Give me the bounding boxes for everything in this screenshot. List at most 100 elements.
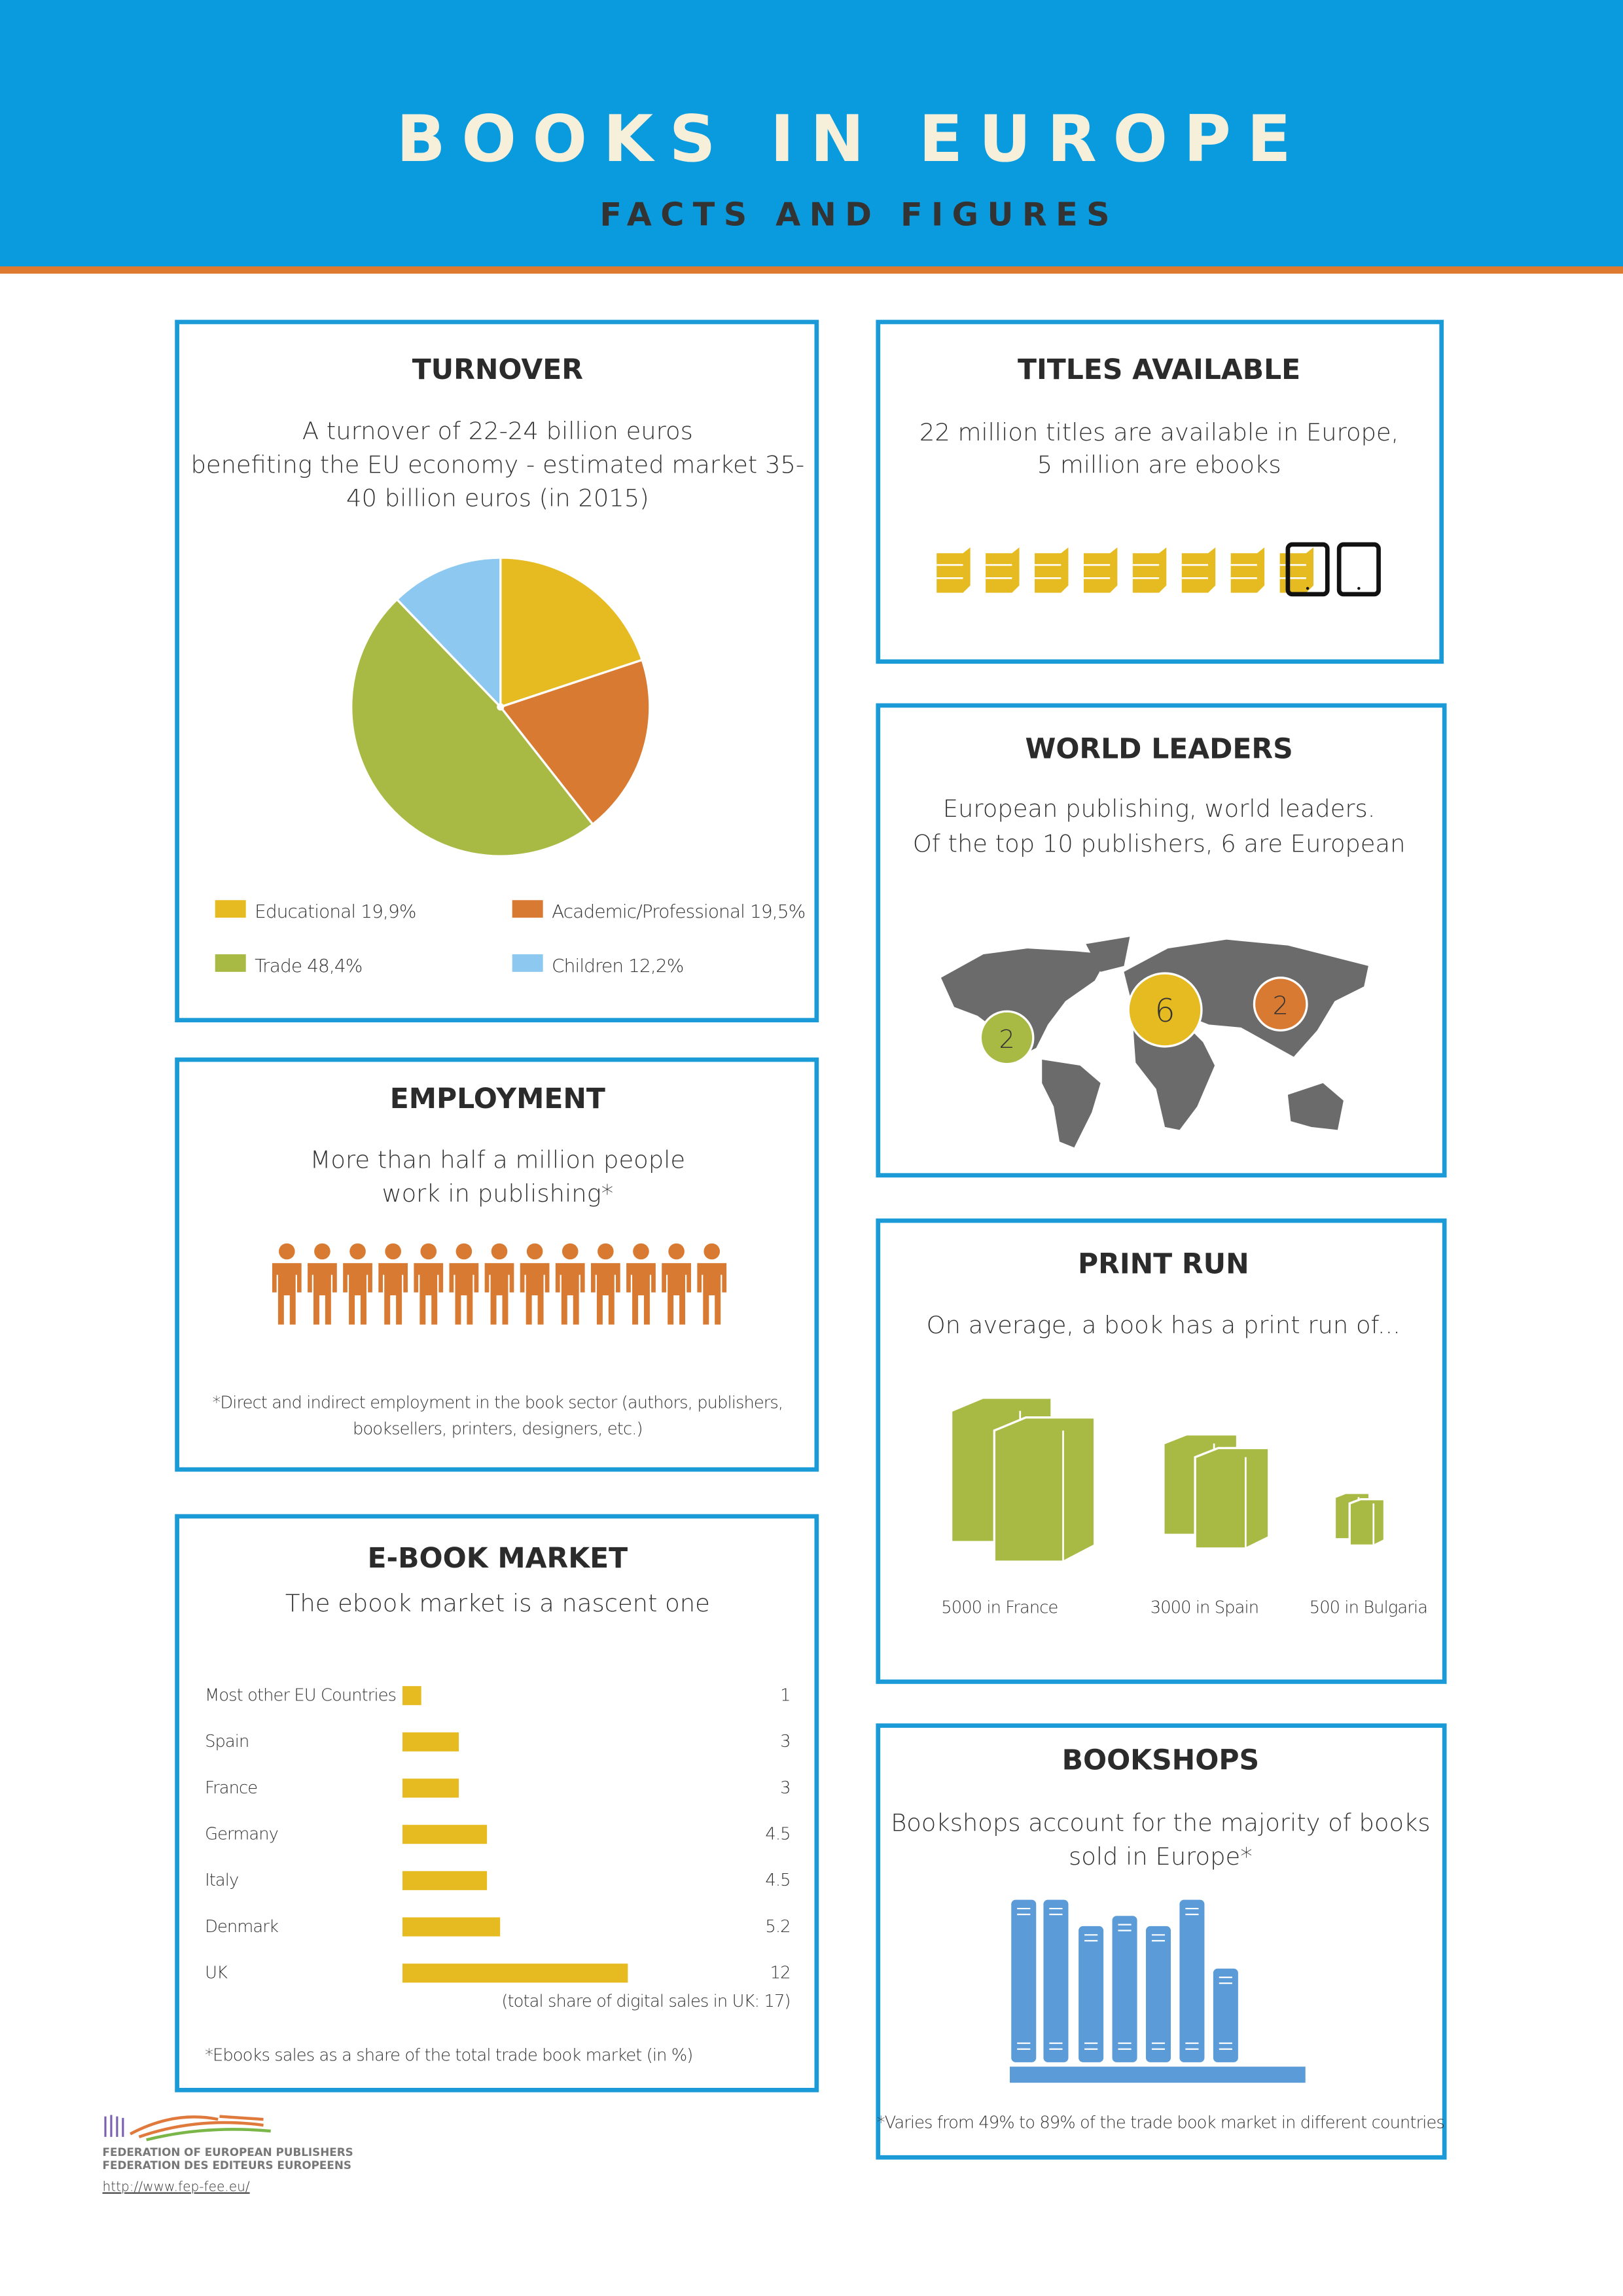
print-run-label: 500 in Bulgaria — [1310, 1598, 1427, 1617]
book-icon — [1132, 547, 1167, 593]
panel-text: The ebook market is a nascent one — [285, 1589, 710, 1617]
org-name: FEDERATION DES EDITEURS EUROPEENS — [103, 2159, 351, 2172]
shelf-book — [1145, 1926, 1171, 2062]
continent — [1042, 1060, 1101, 1148]
legend-value: 19,5% — [750, 901, 805, 922]
person-head — [314, 1243, 330, 1260]
shelf-book — [1112, 1916, 1137, 2062]
panel — [175, 1514, 819, 2092]
panel-text: More than half a million people — [310, 1146, 685, 1174]
category-label: France — [205, 1778, 257, 1798]
map-marker — [1253, 977, 1308, 1031]
panel-text: 40 billion euros (in 2015) — [346, 484, 649, 512]
legend-value: 19,9% — [361, 901, 416, 922]
book-lines — [1181, 564, 1209, 579]
book-cover — [1194, 1446, 1270, 1550]
book-lines — [1132, 564, 1160, 579]
value-label: 1 — [780, 1686, 790, 1706]
person-head — [385, 1243, 401, 1260]
person-head — [455, 1243, 473, 1260]
org-url[interactable]: http://www.fep-fee.eu/ — [103, 2179, 250, 2195]
book-icon — [986, 547, 1020, 593]
legend-value: 12,2% — [628, 955, 683, 977]
panel-text: 5 million are ebooks — [1037, 450, 1281, 478]
category-label: Spain — [205, 1732, 249, 1751]
legend-swatch — [215, 900, 246, 918]
panel-title: E-BOOK MARKET — [368, 1543, 628, 1575]
footnote: *Varies from 49% to 89% of the trade boo… — [877, 2113, 1444, 2133]
book-icons — [950, 1396, 1386, 1563]
book-icon — [1035, 547, 1069, 593]
book-icon — [1181, 547, 1216, 593]
footnote: *Ebooks sales as a share of the total tr… — [205, 2046, 692, 2066]
shelf-book — [1043, 1899, 1069, 2062]
person-head — [349, 1243, 366, 1260]
bar — [402, 1825, 488, 1844]
book-icon — [1230, 547, 1265, 593]
shelf-book-lines — [1151, 1934, 1166, 2050]
panel-title: TITLES AVAILABLE — [1018, 354, 1300, 386]
shelf-book — [1213, 1968, 1238, 2062]
footnote: booksellers, printers, designers, etc.) — [353, 1420, 643, 1439]
panel-title: WORLD LEADERS — [1025, 733, 1293, 765]
continent — [1287, 1083, 1344, 1130]
book-lines — [1035, 564, 1061, 579]
panel — [175, 1057, 819, 1472]
panel-text: On average, a book has a print run of... — [927, 1311, 1400, 1339]
person-body — [308, 1263, 337, 1325]
book-lines — [1083, 564, 1111, 579]
legend-label: Academic/Professional — [552, 901, 745, 922]
bar — [402, 1871, 488, 1890]
shelf-book — [1079, 1926, 1104, 2062]
annotation: (total share of digital sales in UK: 17) — [501, 1992, 790, 2011]
legend-swatch — [512, 954, 543, 972]
value-label: 4.5 — [765, 1871, 790, 1890]
continent — [1086, 937, 1130, 972]
person-head — [562, 1243, 579, 1260]
panel-text: Bookshops account for the majority of bo… — [891, 1809, 1430, 1837]
shelf-book-lines — [1118, 1924, 1132, 2050]
panel-title: TURNOVER — [412, 354, 583, 386]
legend-swatch — [512, 900, 543, 918]
pie-slice — [395, 556, 502, 710]
panel-title: EMPLOYMENT — [390, 1083, 605, 1115]
legend-swatch — [215, 954, 246, 972]
person-head — [597, 1243, 614, 1260]
legend-label: Trade — [255, 955, 302, 977]
book-icon — [1083, 547, 1118, 593]
panel-text: A turnover of 22-24 billion euros — [302, 417, 693, 445]
book-cover — [993, 1416, 1096, 1563]
bar — [402, 1732, 459, 1751]
map-marker — [979, 1010, 1035, 1066]
category-label: Italy — [205, 1871, 238, 1890]
bar — [402, 1964, 628, 1983]
person-head — [668, 1243, 685, 1260]
pie-slice — [499, 658, 651, 826]
shelf-book-lines — [1185, 1907, 1199, 2050]
legend-entry: Children 12,2% — [552, 955, 683, 977]
marker-label: 2 — [1273, 992, 1289, 1020]
person-body — [343, 1263, 372, 1325]
book-icon — [1279, 547, 1314, 593]
person-body — [484, 1263, 514, 1325]
bar-chart: Most other EU Countries 1 Spain 3 France 3 Ger… — [205, 1686, 791, 1983]
shelf-book — [1179, 1899, 1205, 2062]
panel — [876, 1723, 1447, 2160]
person-head — [420, 1243, 437, 1260]
book-cover — [1348, 1498, 1386, 1547]
legend-entry: Trade 48,4% — [255, 955, 362, 977]
tablet-button — [1306, 586, 1310, 590]
legend-entry: Academic/Professional 19,5% — [552, 901, 805, 922]
person-head — [526, 1243, 543, 1260]
continent — [1124, 939, 1368, 1057]
book-lines — [986, 564, 1012, 579]
title-icons — [936, 542, 1381, 597]
person-body — [590, 1263, 620, 1325]
tablet-icon — [1336, 542, 1381, 597]
panel-text: Of the top 10 publishers, 6 are European — [913, 829, 1406, 857]
shelf-book — [1011, 1899, 1037, 2062]
page-title: BOOKS IN EUROPE — [397, 102, 1308, 177]
value-label: 3 — [780, 1732, 790, 1751]
